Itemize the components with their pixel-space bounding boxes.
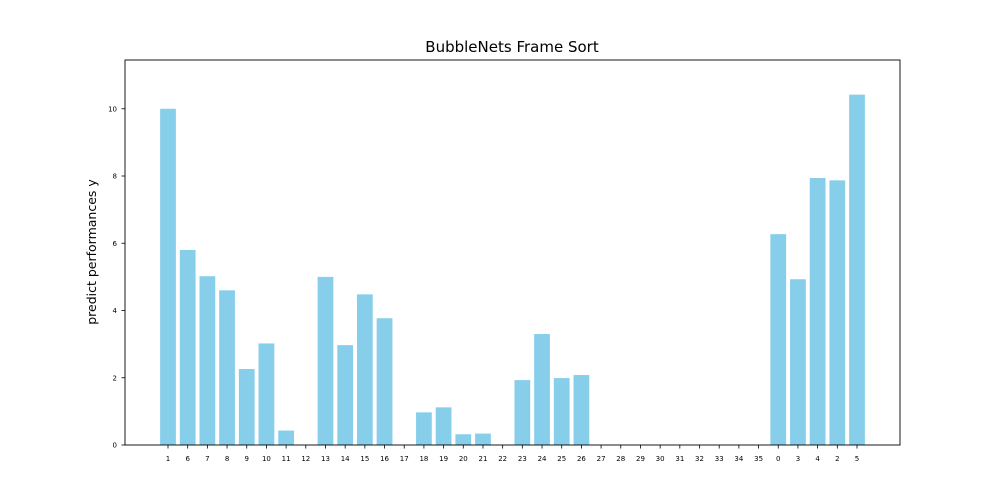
x-tick-label: 9 (245, 455, 249, 463)
bar-5 (849, 94, 865, 445)
bar-6 (179, 249, 196, 445)
x-tick-label: 34 (734, 455, 743, 463)
x-tick-label: 0 (776, 455, 780, 463)
x-tick-label: 23 (518, 455, 527, 463)
bar-14 (337, 345, 354, 445)
x-tick-label: 17 (400, 455, 409, 463)
bar-16 (376, 318, 393, 445)
bar-24 (534, 334, 550, 445)
x-tick-label: 29 (636, 455, 645, 463)
y-tick-label: 8 (113, 173, 117, 181)
plot-frame (124, 59, 901, 446)
x-tick-label: 1 (166, 455, 170, 463)
x-tick-label: 13 (321, 455, 330, 463)
bar-7 (199, 276, 216, 445)
x-tick-label: 5 (855, 455, 859, 463)
bar-26 (573, 375, 590, 445)
bar-9 (238, 369, 255, 445)
chart-title: BubbleNets Frame Sort (425, 38, 599, 56)
x-tick-label: 25 (557, 455, 566, 463)
x-tick-label: 3 (796, 455, 800, 463)
x-tick-label: 31 (675, 455, 684, 463)
bar-18 (416, 412, 432, 445)
x-tick-label: 10 (262, 455, 271, 463)
x-tick-label: 8 (225, 455, 229, 463)
x-tick-label: 22 (498, 455, 507, 463)
bar-20 (455, 434, 472, 445)
x-tick-label: 33 (715, 455, 724, 463)
bar-0 (770, 234, 787, 445)
y-tick-label: 0 (113, 442, 117, 450)
bar-19 (435, 407, 452, 445)
bar-10 (258, 343, 275, 445)
y-axis-label: predict performances y (84, 179, 99, 325)
x-tick-label: 4 (815, 455, 820, 463)
x-tick-label: 14 (341, 455, 350, 463)
x-tick-label: 6 (185, 455, 190, 463)
x-tick-label: 26 (577, 455, 586, 463)
bar-2 (829, 180, 846, 445)
bar-3 (790, 279, 806, 445)
y-tick-label: 10 (108, 105, 117, 113)
y-tick-label: 6 (113, 240, 118, 248)
y-tick-label: 4 (113, 307, 118, 315)
x-tick-label: 15 (360, 455, 369, 463)
x-tick-label: 2 (835, 455, 839, 463)
x-tick-label: 30 (656, 455, 665, 463)
bar-8 (219, 290, 235, 445)
bars-group (160, 94, 865, 445)
x-tick-label: 21 (479, 455, 488, 463)
bar-15 (356, 294, 373, 445)
x-tick-label: 12 (301, 455, 310, 463)
x-tick-label: 20 (459, 455, 468, 463)
x-tick-label: 16 (380, 455, 389, 463)
x-tick-label: 27 (597, 455, 606, 463)
x-tick-label: 28 (616, 455, 625, 463)
x-tick-label: 7 (205, 455, 209, 463)
bar-23 (514, 380, 531, 445)
x-tick-label: 35 (754, 455, 763, 463)
bar-25 (553, 378, 570, 445)
y-tick-label: 2 (113, 374, 117, 382)
bar-11 (278, 430, 294, 445)
x-tick-label: 19 (439, 455, 448, 463)
y-axis: 0 2 4 6 8 10 (108, 105, 125, 450)
x-tick-label: 32 (695, 455, 704, 463)
bar-21 (475, 433, 491, 445)
bar-13 (317, 276, 334, 445)
x-axis: 1 6 7 8 9 10 11 12 13 14 15 16 17 18 19 20 21 22 23 24 25 26 2… (166, 445, 859, 463)
x-tick-label: 18 (419, 455, 428, 463)
x-tick-label: 11 (282, 455, 291, 463)
x-tick-label: 24 (538, 455, 547, 463)
bar-1 (160, 108, 176, 445)
bar-4 (809, 178, 826, 445)
